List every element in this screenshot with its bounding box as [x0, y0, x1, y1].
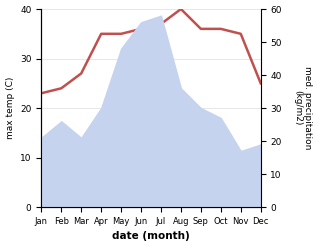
X-axis label: date (month): date (month) [112, 231, 190, 242]
Y-axis label: med. precipitation
(kg/m2): med. precipitation (kg/m2) [293, 66, 313, 150]
Y-axis label: max temp (C): max temp (C) [5, 77, 15, 139]
